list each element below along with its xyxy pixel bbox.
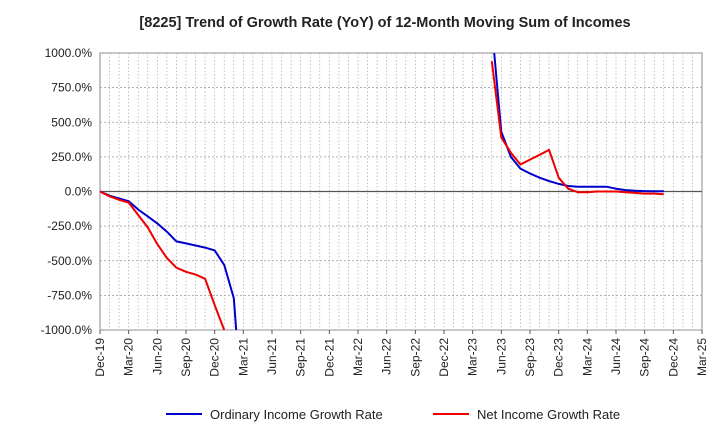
series-lines [100, 53, 664, 330]
y-tick-label: -750.0% [47, 288, 92, 302]
y-tick-label: -250.0% [47, 219, 92, 233]
y-tick-label: -500.0% [47, 254, 92, 268]
legend-label: Ordinary Income Growth Rate [210, 407, 383, 422]
series-group [100, 53, 664, 330]
x-tick-label: Jun-20 [150, 338, 164, 375]
y-tick-label: -1000.0% [41, 323, 93, 337]
series-line [100, 61, 664, 330]
y-tick-label: 500.0% [51, 115, 92, 129]
x-tick-label: Mar-21 [236, 338, 250, 376]
x-tick-label: Dec-21 [322, 338, 336, 377]
axes: 1000.0% 750.0% 500.0% 250.0% 0.0% -250.0% -500… [41, 46, 709, 377]
x-tick-label: Dec-20 [208, 338, 222, 377]
y-tick-label: 1000.0% [45, 46, 93, 60]
x-tick-label: Jun-23 [494, 338, 508, 375]
series-group [100, 61, 664, 330]
x-tick-label: Mar-23 [466, 338, 480, 376]
y-tick-label: 250.0% [51, 150, 92, 164]
x-tick-label: Mar-25 [695, 338, 709, 376]
x-tick-label: Jun-24 [609, 338, 623, 375]
x-tick-label: Dec-24 [666, 338, 680, 377]
x-tick-label: Sep-22 [408, 338, 422, 377]
x-tick-label: Jun-21 [265, 338, 279, 375]
legend: Ordinary Income Growth Rate Net Income Gr… [166, 407, 620, 422]
x-tick-label: Jun-22 [380, 338, 394, 375]
grid-lines [99, 52, 703, 331]
x-tick-label: Dec-23 [552, 338, 566, 377]
legend-label: Net Income Growth Rate [477, 407, 620, 422]
x-tick-label: Dec-19 [93, 338, 107, 377]
y-tick-label: 750.0% [51, 81, 92, 95]
y-tick-label: 0.0% [65, 185, 93, 199]
x-tick-label: Mar-20 [122, 338, 136, 376]
x-tick-label: Sep-20 [179, 338, 193, 377]
x-tick-label: Sep-24 [638, 338, 652, 377]
x-tick-label: Sep-23 [523, 338, 537, 377]
x-tick-label: Mar-24 [580, 338, 594, 376]
x-tick-label: Sep-21 [294, 338, 308, 377]
x-tick-label: Mar-22 [351, 338, 365, 376]
x-tick-label: Dec-22 [437, 338, 451, 377]
chart-title: [8225] Trend of Growth Rate (YoY) of 12-… [139, 15, 630, 31]
series-line [100, 53, 664, 330]
